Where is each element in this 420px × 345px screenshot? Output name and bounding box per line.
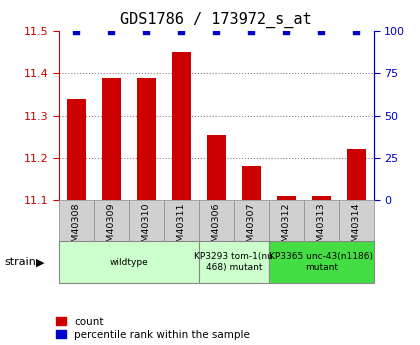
Point (283, 28, 290, 34)
Text: GSM40313: GSM40313 (317, 202, 326, 254)
Text: ▶: ▶ (36, 257, 44, 267)
Text: GSM40307: GSM40307 (247, 202, 256, 254)
Bar (207, 135, 226, 200)
Bar (172, 52, 191, 200)
Text: GSM40310: GSM40310 (142, 202, 151, 254)
Point (108, 28, 115, 34)
Bar (277, 196, 296, 200)
Bar (199, 241, 269, 283)
Bar (59, 200, 94, 242)
Point (248, 28, 255, 34)
Legend: count, percentile rank within the sample: count, percentile rank within the sample (55, 317, 250, 340)
Bar (304, 200, 339, 242)
Point (353, 28, 360, 34)
Bar (94, 200, 129, 242)
Text: GSM40311: GSM40311 (177, 202, 186, 254)
Text: KP3293 tom-1(nu
468) mutant: KP3293 tom-1(nu 468) mutant (194, 253, 273, 272)
Point (318, 28, 325, 34)
Text: GSM40314: GSM40314 (352, 202, 361, 254)
Bar (136, 78, 156, 200)
Point (143, 28, 150, 34)
Bar (199, 200, 234, 242)
Text: GSM40309: GSM40309 (107, 202, 116, 254)
Bar (59, 241, 199, 283)
Text: wildtype: wildtype (110, 258, 148, 267)
Title: GDS1786 / 173972_s_at: GDS1786 / 173972_s_at (121, 12, 312, 28)
Point (178, 28, 185, 34)
Bar (339, 200, 374, 242)
Point (213, 28, 220, 34)
Bar (67, 99, 86, 200)
Text: GSM40306: GSM40306 (212, 202, 221, 254)
Bar (164, 200, 199, 242)
Bar (129, 200, 164, 242)
Bar (269, 200, 304, 242)
Bar (346, 149, 366, 200)
Text: KP3365 unc-43(n1186)
mutant: KP3365 unc-43(n1186) mutant (269, 253, 373, 272)
Point (73, 28, 80, 34)
Bar (269, 241, 374, 283)
Bar (102, 78, 121, 200)
Bar (234, 200, 269, 242)
Text: GSM40308: GSM40308 (72, 202, 81, 254)
Text: GSM40312: GSM40312 (282, 202, 291, 254)
Text: strain: strain (4, 257, 36, 267)
Bar (241, 166, 261, 200)
Bar (312, 196, 331, 200)
